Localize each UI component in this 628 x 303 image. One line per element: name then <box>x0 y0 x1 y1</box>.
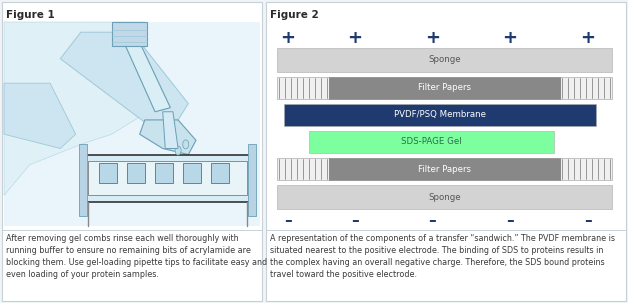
Bar <box>79 145 87 216</box>
Text: A representation of the components of a transfer “sandwich.” The PVDF membrane i: A representation of the components of a … <box>270 234 615 279</box>
Text: Sponge: Sponge <box>428 55 461 65</box>
Bar <box>266 2 626 301</box>
Bar <box>4 22 260 226</box>
Bar <box>560 158 612 180</box>
Text: +: + <box>425 29 440 47</box>
Bar <box>155 163 173 183</box>
Bar <box>329 77 560 99</box>
Ellipse shape <box>183 140 189 149</box>
Ellipse shape <box>168 140 173 149</box>
Text: –: – <box>351 212 359 228</box>
Polygon shape <box>60 32 188 128</box>
Text: SDS-PAGE Gel: SDS-PAGE Gel <box>401 138 462 146</box>
Text: Filter Papers: Filter Papers <box>418 165 471 174</box>
Ellipse shape <box>175 146 181 155</box>
Bar <box>99 163 117 183</box>
Text: +: + <box>280 29 295 47</box>
Text: Figure 1: Figure 1 <box>6 10 55 20</box>
Polygon shape <box>139 120 196 155</box>
Bar <box>212 163 229 183</box>
Text: +: + <box>580 29 595 47</box>
Bar <box>277 48 612 72</box>
Text: Sponge: Sponge <box>428 192 461 201</box>
Bar <box>2 2 262 301</box>
Text: Filter Papers: Filter Papers <box>418 84 471 92</box>
Text: –: – <box>584 212 592 228</box>
Polygon shape <box>117 26 170 112</box>
Polygon shape <box>112 22 148 46</box>
Text: Figure 2: Figure 2 <box>270 10 319 20</box>
Bar <box>127 163 145 183</box>
Bar <box>248 145 256 216</box>
Bar <box>309 131 554 153</box>
Bar <box>277 77 329 99</box>
Polygon shape <box>89 161 247 195</box>
Text: +: + <box>502 29 517 47</box>
Bar <box>284 104 595 126</box>
Bar <box>277 158 329 180</box>
Polygon shape <box>4 83 76 148</box>
Text: PVDF/PSQ Membrane: PVDF/PSQ Membrane <box>394 111 485 119</box>
Text: +: + <box>347 29 362 47</box>
Text: –: – <box>428 212 436 228</box>
Text: –: – <box>284 212 291 228</box>
Text: After removing gel combs rinse each well thoroughly with
running buffer to ensur: After removing gel combs rinse each well… <box>6 234 267 279</box>
Bar <box>329 158 560 180</box>
Bar <box>560 77 612 99</box>
Polygon shape <box>4 22 145 195</box>
Text: –: – <box>506 212 514 228</box>
Polygon shape <box>81 155 255 201</box>
Bar <box>183 163 201 183</box>
Bar <box>277 185 612 209</box>
Polygon shape <box>163 112 178 148</box>
